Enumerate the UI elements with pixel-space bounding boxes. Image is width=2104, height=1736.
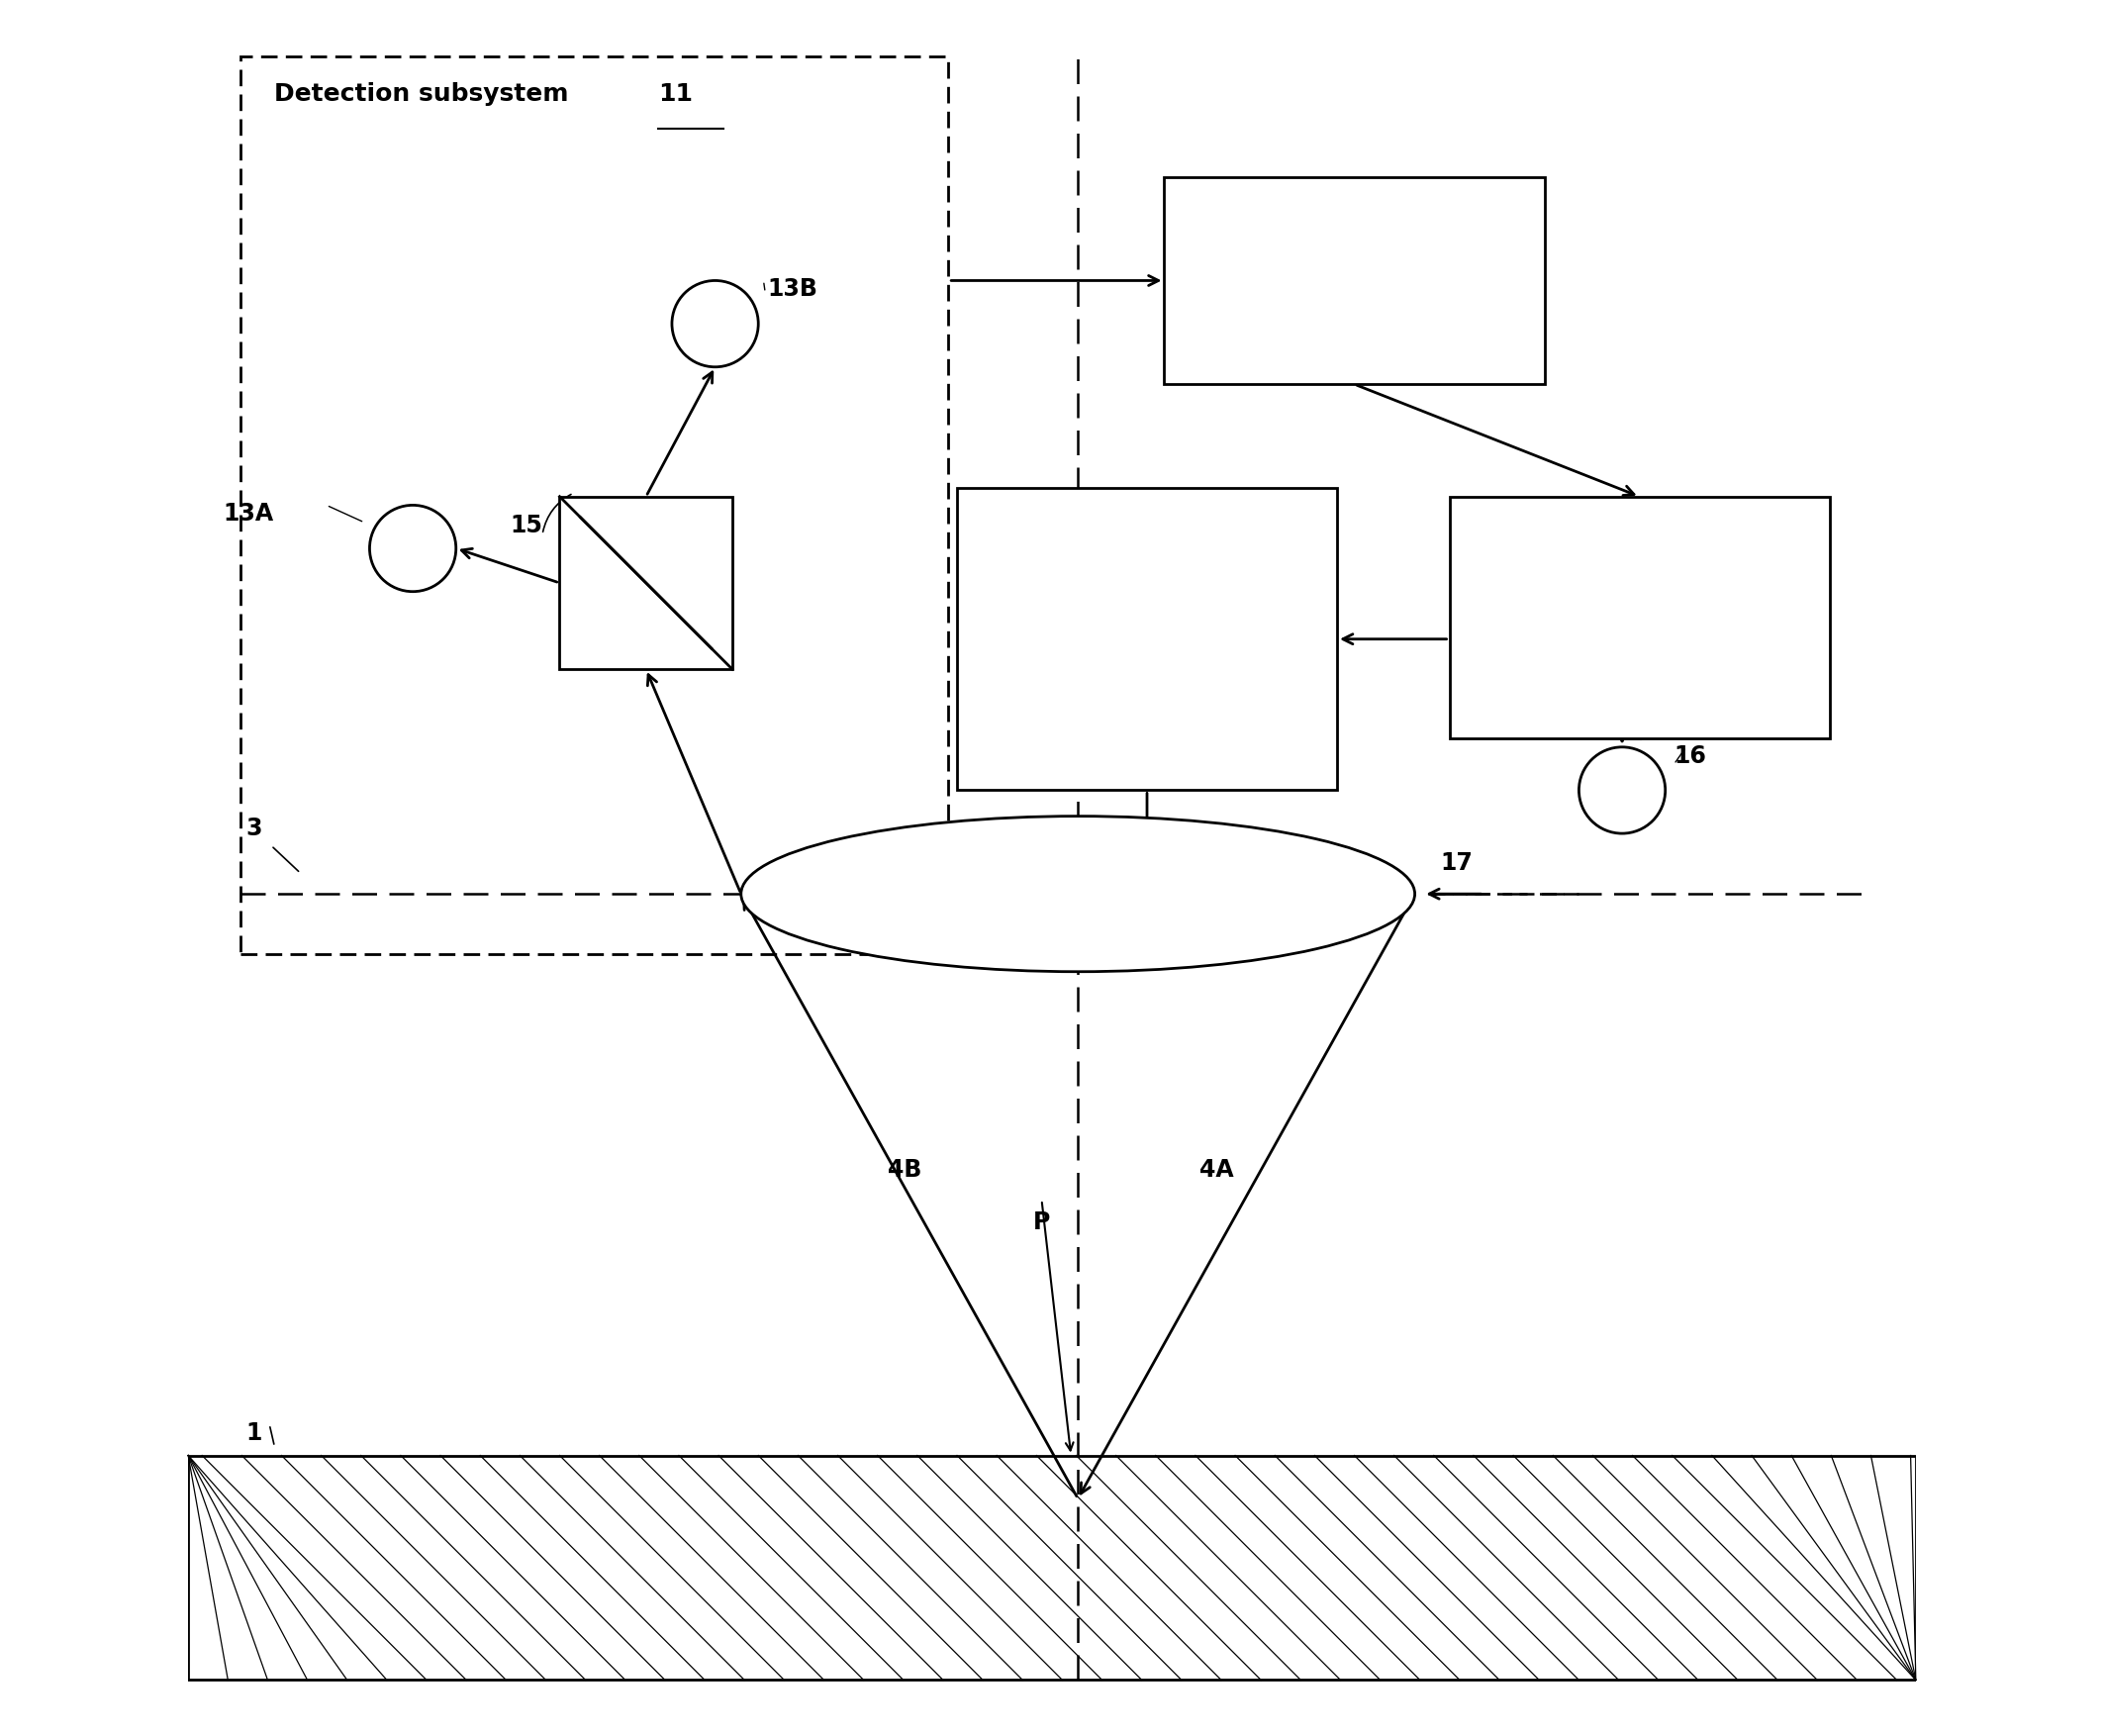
Ellipse shape	[741, 816, 1414, 972]
Bar	[187, 1455, 1917, 1680]
Text: 11: 11	[659, 82, 692, 106]
Text: 5: 5	[1075, 825, 1090, 849]
Text: Sweep: Sweep	[1595, 533, 1683, 557]
Text: 13A: 13A	[223, 502, 274, 526]
Bar	[957, 488, 1336, 790]
Text: 10: 10	[1130, 719, 1164, 741]
Text: 1: 1	[246, 1422, 263, 1444]
Text: P: P	[1033, 1210, 1050, 1234]
Bar	[560, 496, 732, 670]
Bar	[1450, 496, 1828, 738]
Text: 3: 3	[246, 816, 263, 840]
Text: subsystem: subsystem	[1075, 637, 1218, 660]
Text: 4B: 4B	[888, 1158, 922, 1182]
Text: Processor: Processor	[1290, 227, 1420, 252]
Text: 13B: 13B	[768, 278, 816, 300]
Text: 15: 15	[509, 514, 543, 538]
Bar	[240, 56, 949, 955]
Circle shape	[671, 281, 757, 366]
Text: 16: 16	[1675, 743, 1706, 767]
Text: 12: 12	[1622, 674, 1656, 698]
Text: 17: 17	[1441, 851, 1473, 875]
Text: Illumination: Illumination	[1069, 582, 1227, 606]
Circle shape	[370, 505, 457, 592]
Bar	[1164, 177, 1544, 384]
Text: 14: 14	[1338, 321, 1370, 344]
Circle shape	[1578, 746, 1664, 833]
Text: 4A: 4A	[1199, 1158, 1233, 1182]
Text: Polarized: Polarized	[1086, 524, 1208, 549]
Text: Detection subsystem: Detection subsystem	[276, 82, 587, 106]
Text: Control: Control	[1591, 589, 1687, 613]
